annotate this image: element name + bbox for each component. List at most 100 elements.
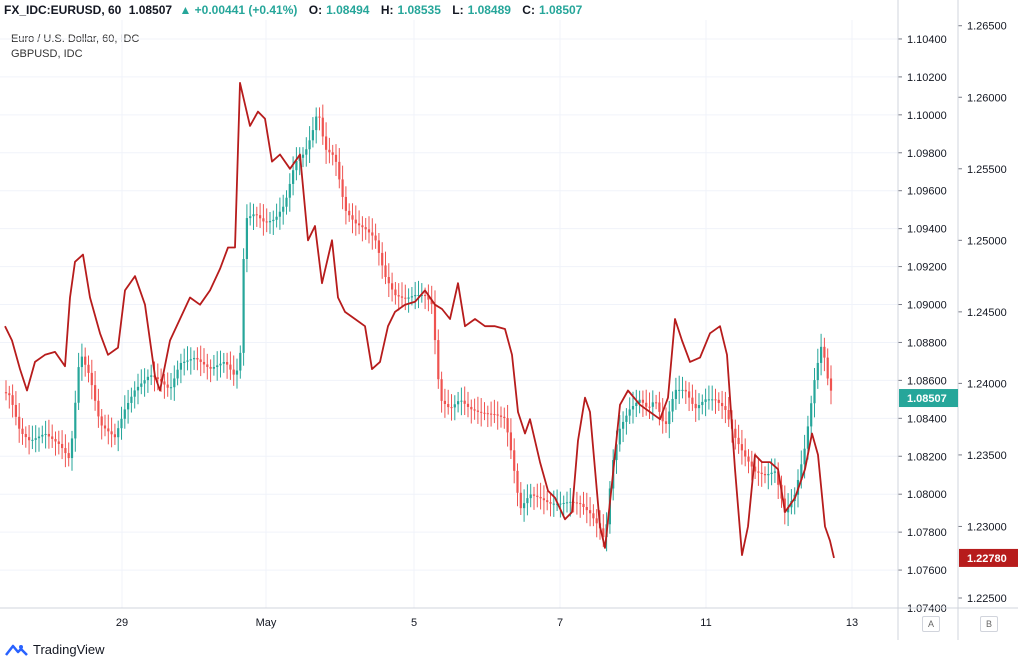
- candle-body: [625, 415, 628, 422]
- candle-body: [328, 149, 331, 153]
- candle-body: [318, 116, 321, 118]
- time-axis-label: May: [256, 617, 277, 629]
- candle-body: [169, 387, 173, 389]
- candle-body: [770, 472, 773, 474]
- candle-body: [391, 283, 394, 290]
- candle-body: [292, 170, 295, 184]
- candle-body: [166, 384, 169, 388]
- candle-body: [754, 466, 757, 472]
- candle-body: [493, 414, 496, 416]
- candle-body: [173, 378, 176, 388]
- candle-body: [394, 289, 397, 296]
- candle-body: [767, 473, 770, 476]
- candle-body: [229, 364, 232, 370]
- right-axis-tick-label: 1.22500: [967, 593, 1007, 605]
- candle-body: [737, 437, 740, 445]
- candle-body: [674, 389, 677, 399]
- candle-body: [417, 295, 420, 297]
- candle-body: [777, 471, 780, 485]
- ohlc-low: L: 1.08489: [452, 3, 511, 17]
- symbol-name[interactable]: FX_IDC:EURUSD, 60: [4, 3, 122, 17]
- candle-body: [54, 438, 57, 442]
- price-chart[interactable]: 1.10400 1.10200 1.10000 1.09800 1.09600 1.094…: [0, 0, 1018, 640]
- candle-body: [559, 503, 562, 505]
- candle-body: [430, 299, 433, 305]
- candle-body: [51, 436, 54, 439]
- candle-body: [275, 216, 278, 220]
- candle-body: [219, 363, 222, 366]
- candle-body: [740, 444, 743, 451]
- candle-body: [631, 405, 635, 410]
- candle-body: [658, 402, 661, 412]
- candle-body: [331, 152, 334, 155]
- candle-body: [470, 406, 473, 410]
- candle-body: [810, 403, 813, 427]
- candle-body: [490, 413, 493, 415]
- candle-body: [176, 369, 179, 379]
- candle-body: [826, 357, 829, 379]
- candle-body: [47, 433, 50, 437]
- candle-body: [364, 227, 367, 230]
- candle-body: [704, 399, 707, 402]
- candle-body: [272, 219, 275, 222]
- candle-body: [622, 421, 625, 429]
- candle-body: [37, 436, 41, 439]
- left-axis-tick-label: 1.09400: [907, 224, 947, 236]
- candle-body: [787, 507, 790, 513]
- candle-body: [523, 503, 526, 509]
- candle-body: [414, 295, 417, 297]
- candle-body: [562, 502, 565, 504]
- candle-body: [80, 356, 83, 368]
- candle-body: [87, 364, 90, 373]
- candle-body: [74, 402, 77, 439]
- candle-body: [21, 428, 24, 434]
- candle-body: [28, 437, 31, 441]
- candle-body: [90, 372, 93, 386]
- candle-body: [747, 456, 750, 462]
- candle-body: [635, 402, 638, 406]
- candle-body: [8, 393, 11, 396]
- candle-body: [384, 265, 387, 278]
- candle-body: [259, 215, 262, 219]
- candle-body: [532, 494, 536, 496]
- candle-body: [536, 495, 539, 497]
- auto-scale-button[interactable]: A: [922, 616, 940, 632]
- candle-body: [453, 404, 456, 408]
- candle-body: [529, 494, 532, 499]
- candle-body: [829, 378, 833, 391]
- price-change: ▲ +0.00441 (+0.41%): [179, 3, 298, 17]
- candle-body: [579, 503, 582, 505]
- candle-body: [519, 492, 522, 509]
- brand-name: TradingView: [33, 642, 105, 657]
- candle-body: [156, 377, 159, 380]
- candle-body: [371, 232, 374, 236]
- legend-compare-series[interactable]: GBPUSD, IDC: [11, 48, 83, 60]
- candle-body: [648, 406, 651, 408]
- candle-body: [615, 444, 618, 461]
- candle-body: [107, 428, 110, 432]
- candle-body: [4, 392, 8, 394]
- candle-body: [750, 461, 753, 467]
- candle-body: [44, 433, 47, 435]
- candle-body: [84, 356, 87, 365]
- ohlc-close: C: 1.08507: [522, 3, 583, 17]
- candle-body: [377, 240, 380, 253]
- tradingview-logo[interactable]: TradingView: [5, 642, 105, 657]
- left-axis-tick-label: 1.10200: [907, 72, 947, 84]
- candle-body: [437, 340, 440, 380]
- candle-body: [701, 401, 704, 406]
- last-price: 1.08507: [128, 3, 173, 17]
- candle-body: [816, 362, 819, 381]
- candle-body: [813, 380, 816, 404]
- candle-body: [724, 406, 727, 410]
- candle-body: [367, 229, 371, 233]
- candle-body: [189, 359, 192, 361]
- candle-body: [97, 400, 100, 417]
- candle-body: [638, 399, 641, 403]
- candle-body: [341, 179, 344, 197]
- candle-body: [110, 431, 113, 435]
- candle-body: [714, 399, 717, 401]
- compare-scale-button[interactable]: B: [980, 616, 998, 632]
- candle-body: [549, 502, 552, 504]
- candle-body: [744, 450, 747, 457]
